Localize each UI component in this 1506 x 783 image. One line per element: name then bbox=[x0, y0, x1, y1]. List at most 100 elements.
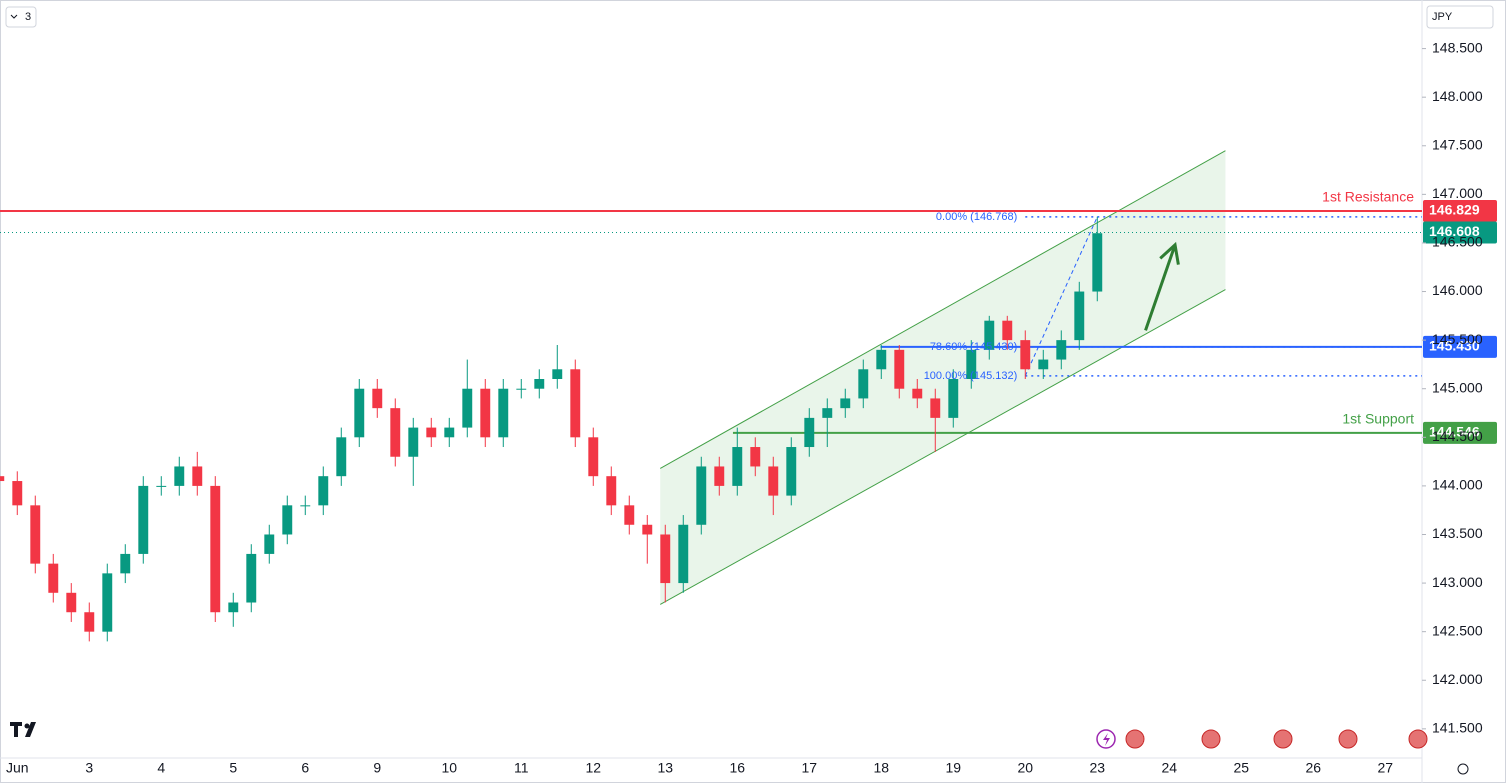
candle-body bbox=[984, 320, 995, 350]
y-tick-label: 142.000 bbox=[1432, 671, 1483, 687]
candle bbox=[408, 417, 419, 486]
settings-icon[interactable] bbox=[1457, 763, 1469, 775]
logo-shape bbox=[25, 722, 36, 737]
candle-body bbox=[48, 563, 59, 593]
y-tick-label: 147.500 bbox=[1432, 136, 1483, 152]
y-tick-label: 143.500 bbox=[1432, 525, 1483, 541]
interval-button[interactable]: 3 bbox=[5, 6, 37, 28]
candle-body bbox=[282, 505, 293, 535]
bolt bbox=[1103, 733, 1110, 746]
candle-body bbox=[588, 437, 599, 477]
x-tick-label: 26 bbox=[1305, 760, 1321, 776]
fib-label: 100.00% (145.132) bbox=[924, 370, 1018, 382]
candle-body bbox=[570, 369, 581, 438]
candle bbox=[696, 456, 707, 535]
level-name: 1st Support bbox=[1342, 411, 1414, 427]
candle-body bbox=[912, 388, 923, 399]
candle-body bbox=[66, 592, 77, 613]
event-icon[interactable] bbox=[1408, 729, 1428, 749]
candle bbox=[0, 476, 5, 482]
candle bbox=[102, 563, 113, 642]
x-tick-label: 20 bbox=[1017, 760, 1033, 776]
x-tick-label: 4 bbox=[157, 760, 165, 776]
candle-body bbox=[1056, 340, 1067, 360]
candle-body bbox=[390, 408, 401, 457]
event-icons bbox=[1096, 729, 1469, 775]
currency-button[interactable]: JPY bbox=[1426, 5, 1494, 29]
x-tick-label: 16 bbox=[729, 760, 745, 776]
candle bbox=[588, 427, 599, 486]
candle-body bbox=[1002, 320, 1013, 341]
level-label: 144.546 bbox=[1429, 424, 1480, 440]
event-icon[interactable] bbox=[1273, 729, 1293, 749]
candle-body bbox=[768, 466, 779, 496]
arrow-shaft bbox=[1144, 244, 1177, 331]
event-icon[interactable] bbox=[1201, 729, 1221, 749]
level-label-box bbox=[1423, 199, 1497, 222]
candle bbox=[822, 398, 833, 448]
candle bbox=[1074, 281, 1085, 350]
candle bbox=[444, 417, 455, 448]
candle bbox=[786, 437, 797, 506]
candle bbox=[750, 437, 761, 477]
channel-line bbox=[659, 289, 1226, 605]
x-tick-label: 27 bbox=[1377, 760, 1393, 776]
candle bbox=[1002, 315, 1013, 350]
candle bbox=[660, 524, 671, 603]
candle-body bbox=[156, 485, 167, 487]
candle bbox=[876, 344, 887, 379]
candle-body bbox=[930, 398, 941, 418]
candle-body bbox=[1074, 291, 1085, 341]
candle-body bbox=[318, 476, 329, 506]
candle bbox=[516, 379, 527, 399]
last-price-label: 146.608 bbox=[1429, 223, 1480, 239]
x-tick-label: 23 bbox=[1089, 760, 1105, 776]
candle-body bbox=[84, 612, 95, 632]
y-tick-label: 142.500 bbox=[1432, 622, 1483, 638]
candle-body bbox=[300, 505, 311, 507]
candle bbox=[642, 515, 653, 564]
logo-shape bbox=[24, 723, 30, 729]
x-tick-label: 5 bbox=[229, 760, 237, 776]
candle-body bbox=[372, 388, 383, 409]
candle-body bbox=[30, 505, 41, 564]
candle-body bbox=[444, 427, 455, 438]
candle bbox=[732, 427, 743, 496]
candle bbox=[246, 544, 257, 613]
candle-body bbox=[516, 388, 527, 390]
x-tick-label: 9 bbox=[373, 760, 381, 776]
candle bbox=[678, 515, 689, 593]
candle-body bbox=[120, 553, 131, 574]
x-tick-label: 11 bbox=[514, 760, 529, 776]
y-tick-label: 145.500 bbox=[1432, 331, 1483, 347]
logo bbox=[10, 722, 36, 737]
candle bbox=[210, 476, 221, 622]
event-icon[interactable] bbox=[1125, 729, 1145, 749]
y-tick-label: 148.500 bbox=[1432, 39, 1483, 55]
event-icon[interactable] bbox=[1338, 729, 1358, 749]
candle bbox=[120, 544, 131, 584]
candle-body bbox=[786, 447, 797, 496]
x-tick-label: 3 bbox=[85, 760, 93, 776]
candle bbox=[570, 359, 581, 448]
candle-body bbox=[0, 476, 5, 482]
candle bbox=[300, 495, 311, 516]
fib-label: 78.60% (145.430) bbox=[930, 341, 1017, 353]
candle-body bbox=[480, 388, 491, 438]
candle bbox=[354, 379, 365, 448]
candle bbox=[606, 466, 617, 516]
candle-body bbox=[660, 534, 671, 584]
candle-body bbox=[678, 524, 689, 584]
currency-label: JPY bbox=[1432, 11, 1453, 23]
candle bbox=[228, 592, 239, 627]
interval-box[interactable] bbox=[5, 6, 37, 28]
candle-body bbox=[552, 369, 563, 379]
currency-box[interactable] bbox=[1426, 5, 1494, 29]
candle bbox=[390, 398, 401, 467]
candle-body bbox=[408, 427, 419, 457]
level-label-box bbox=[1423, 335, 1497, 358]
candle bbox=[858, 359, 869, 409]
candle-body bbox=[624, 505, 635, 525]
x-tick-label: 18 bbox=[873, 760, 889, 776]
